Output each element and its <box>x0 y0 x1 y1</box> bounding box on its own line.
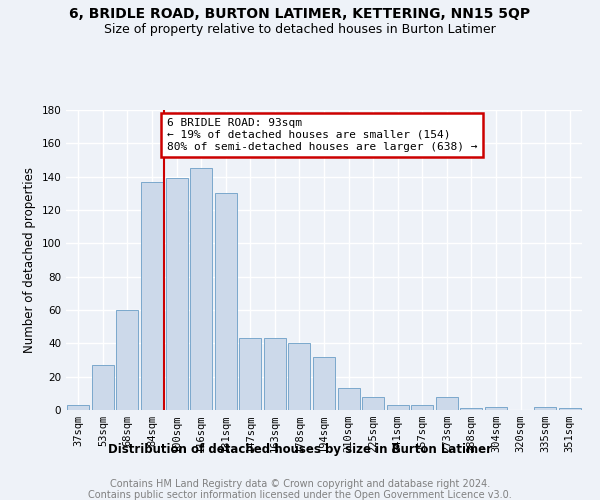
Bar <box>485 406 507 410</box>
Bar <box>313 356 335 410</box>
Bar <box>264 338 286 410</box>
Text: Size of property relative to detached houses in Burton Latimer: Size of property relative to detached ho… <box>104 22 496 36</box>
Bar <box>559 408 581 410</box>
Bar <box>166 178 188 410</box>
Bar <box>338 388 359 410</box>
Bar <box>460 408 482 410</box>
Bar <box>436 396 458 410</box>
Bar <box>411 405 433 410</box>
Text: 6, BRIDLE ROAD, BURTON LATIMER, KETTERING, NN15 5QP: 6, BRIDLE ROAD, BURTON LATIMER, KETTERIN… <box>70 8 530 22</box>
Bar <box>141 182 163 410</box>
Bar <box>215 194 237 410</box>
Bar <box>92 365 114 410</box>
Bar <box>386 405 409 410</box>
Text: 6 BRIDLE ROAD: 93sqm
← 19% of detached houses are smaller (154)
80% of semi-deta: 6 BRIDLE ROAD: 93sqm ← 19% of detached h… <box>167 118 477 152</box>
Text: Distribution of detached houses by size in Burton Latimer: Distribution of detached houses by size … <box>108 442 492 456</box>
Bar <box>116 310 139 410</box>
Bar <box>67 405 89 410</box>
Bar <box>190 168 212 410</box>
Bar <box>239 338 262 410</box>
Bar <box>362 396 384 410</box>
Text: Contains HM Land Registry data © Crown copyright and database right 2024.: Contains HM Land Registry data © Crown c… <box>110 479 490 489</box>
Text: Contains public sector information licensed under the Open Government Licence v3: Contains public sector information licen… <box>88 490 512 500</box>
Bar <box>289 344 310 410</box>
Bar <box>534 406 556 410</box>
Y-axis label: Number of detached properties: Number of detached properties <box>23 167 36 353</box>
